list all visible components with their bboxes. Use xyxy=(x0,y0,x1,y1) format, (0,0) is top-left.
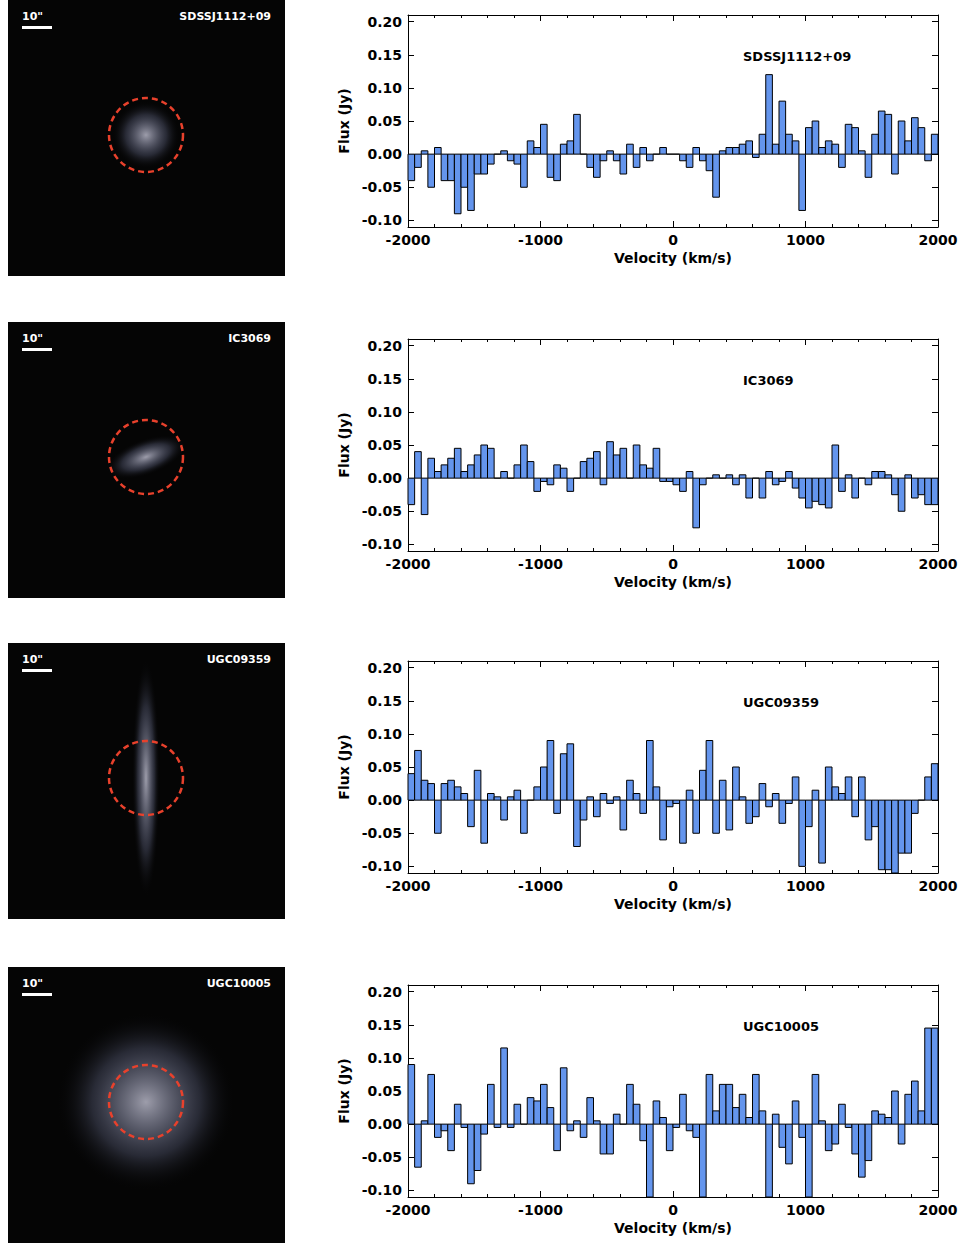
svg-text:Flux (Jy): Flux (Jy) xyxy=(336,88,352,153)
svg-text:1000: 1000 xyxy=(786,232,825,248)
svg-text:-2000: -2000 xyxy=(386,556,431,572)
html-text:10": 10" xyxy=(22,977,43,990)
svg-text:0.05: 0.05 xyxy=(367,113,402,129)
svg-text:0: 0 xyxy=(668,1202,678,1218)
svg-text:-2000: -2000 xyxy=(386,878,431,894)
svg-text:0.00: 0.00 xyxy=(367,1116,402,1132)
svg-text:0: 0 xyxy=(668,556,678,572)
svg-text:-2000: -2000 xyxy=(386,1202,431,1218)
svg-text:-1000: -1000 xyxy=(518,1202,563,1218)
svg-text:0.10: 0.10 xyxy=(367,404,402,420)
svg-text:-0.05: -0.05 xyxy=(362,179,402,195)
svg-text:0.10: 0.10 xyxy=(367,726,402,742)
svg-text:0.20: 0.20 xyxy=(367,14,402,30)
svg-text:Velocity (km/s): Velocity (km/s) xyxy=(614,896,732,912)
html-text:10": 10" xyxy=(22,332,43,345)
svg-text:SDSSJ1112+09: SDSSJ1112+09 xyxy=(743,49,851,64)
html-text:10": 10" xyxy=(22,653,43,666)
svg-text:0.00: 0.00 xyxy=(367,470,402,486)
svg-text:-0.05: -0.05 xyxy=(362,825,402,841)
html-text:IC3069: IC3069 xyxy=(228,332,271,345)
svg-text:-0.10: -0.10 xyxy=(362,1182,403,1198)
svg-text:Flux (Jy): Flux (Jy) xyxy=(336,1058,352,1123)
svg-text:0: 0 xyxy=(668,878,678,894)
svg-text:1000: 1000 xyxy=(786,878,825,894)
html-text:UGC09359: UGC09359 xyxy=(206,653,271,666)
svg-text:-1000: -1000 xyxy=(518,556,563,572)
svg-text:0.00: 0.00 xyxy=(367,792,402,808)
svg-text:0.15: 0.15 xyxy=(367,371,402,387)
svg-text:Flux (Jy): Flux (Jy) xyxy=(336,734,352,799)
svg-text:0.20: 0.20 xyxy=(367,984,402,1000)
svg-text:-0.05: -0.05 xyxy=(362,1149,402,1165)
svg-text:UGC09359: UGC09359 xyxy=(743,695,819,710)
svg-text:0: 0 xyxy=(668,232,678,248)
svg-text:-1000: -1000 xyxy=(518,878,563,894)
svg-text:Velocity (km/s): Velocity (km/s) xyxy=(614,250,732,266)
svg-text:0.20: 0.20 xyxy=(367,338,402,354)
svg-text:1000: 1000 xyxy=(786,1202,825,1218)
svg-text:0.15: 0.15 xyxy=(367,1017,402,1033)
svg-text:0.05: 0.05 xyxy=(367,1083,402,1099)
html-text:SDSSJ1112+09: SDSSJ1112+09 xyxy=(179,10,271,23)
svg-text:Velocity (km/s): Velocity (km/s) xyxy=(614,1220,732,1236)
svg-text:0.10: 0.10 xyxy=(367,1050,402,1066)
svg-text:0.20: 0.20 xyxy=(367,660,402,676)
svg-text:0.05: 0.05 xyxy=(367,759,402,775)
svg-text:0.15: 0.15 xyxy=(367,693,402,709)
svg-text:-0.10: -0.10 xyxy=(362,212,403,228)
svg-text:2000: 2000 xyxy=(919,878,958,894)
svg-text:0.00: 0.00 xyxy=(367,146,402,162)
svg-text:0.10: 0.10 xyxy=(367,80,402,96)
svg-text:0.15: 0.15 xyxy=(367,47,402,63)
svg-text:-0.10: -0.10 xyxy=(362,858,403,874)
svg-text:Flux (Jy): Flux (Jy) xyxy=(336,412,352,477)
html-text:10": 10" xyxy=(22,10,43,23)
svg-text:2000: 2000 xyxy=(919,1202,958,1218)
svg-text:0.05: 0.05 xyxy=(367,437,402,453)
svg-text:-0.10: -0.10 xyxy=(362,536,403,552)
svg-text:2000: 2000 xyxy=(919,232,958,248)
svg-text:UGC10005: UGC10005 xyxy=(743,1019,819,1034)
html-text:UGC10005: UGC10005 xyxy=(206,977,271,990)
svg-text:-2000: -2000 xyxy=(386,232,431,248)
svg-text:2000: 2000 xyxy=(919,556,958,572)
svg-text:1000: 1000 xyxy=(786,556,825,572)
svg-text:Velocity (km/s): Velocity (km/s) xyxy=(614,574,732,590)
svg-text:-1000: -1000 xyxy=(518,232,563,248)
svg-text:-0.05: -0.05 xyxy=(362,503,402,519)
svg-text:IC3069: IC3069 xyxy=(743,373,794,388)
